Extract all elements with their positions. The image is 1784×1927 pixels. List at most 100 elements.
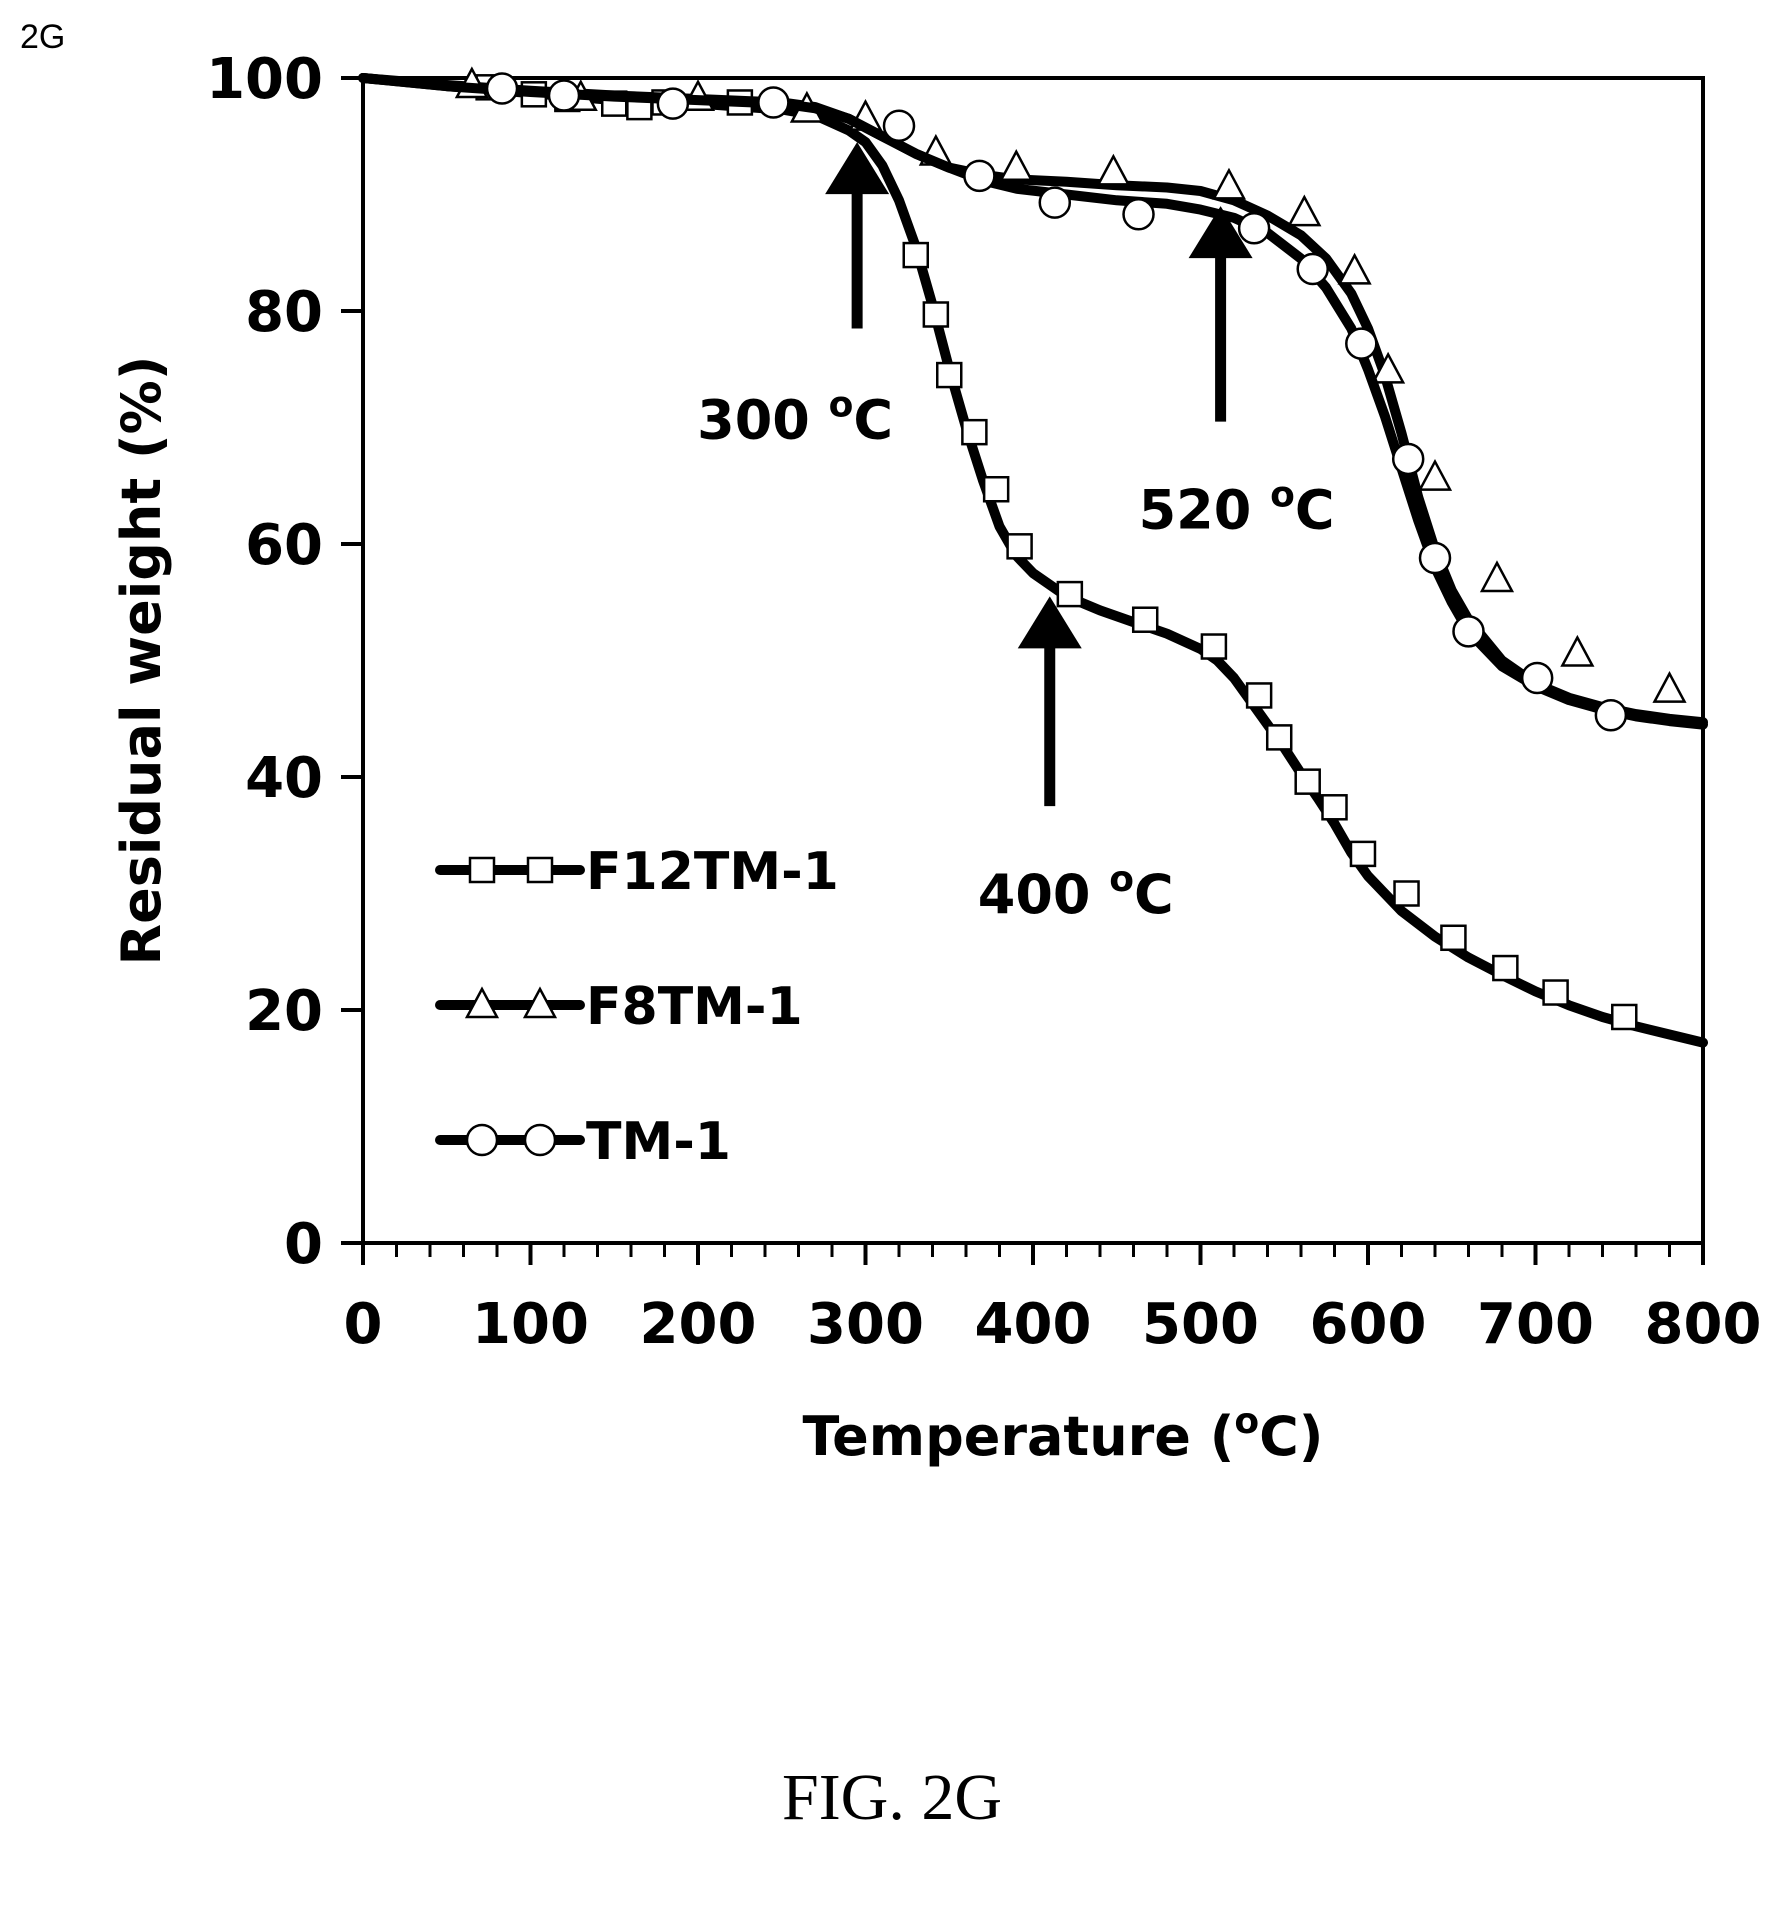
data-point-f12tm-1 <box>1245 682 1273 709</box>
annotation-sup: o <box>1109 859 1134 900</box>
y-tick-label: 80 <box>245 280 323 345</box>
y-tick-label: 20 <box>245 979 323 1044</box>
data-point-f8tm-1 <box>1417 458 1453 491</box>
data-point-tm-1 <box>485 72 519 105</box>
data-point-tm-1 <box>1038 186 1072 219</box>
data-point-f12tm-1 <box>1056 580 1084 608</box>
annotation-arrow-1: 520 oC <box>1139 206 1335 542</box>
arrow-head <box>1188 206 1253 259</box>
y-tick-label: 100 <box>206 47 323 112</box>
series-group <box>358 66 1708 1048</box>
data-point-f12tm-1 <box>1265 724 1293 751</box>
data-point-f12tm-1 <box>1440 924 1467 952</box>
legend-entry-tm-1: TM-1 <box>435 1112 731 1172</box>
data-point-tm-1 <box>757 86 790 119</box>
x-tick-label: 200 <box>640 1292 757 1357</box>
figure-caption: FIG. 2G <box>781 1761 1002 1834</box>
legend-marker <box>468 856 496 884</box>
data-point-tm-1 <box>656 87 690 120</box>
legend-entry-f12tm-1: F12TM-1 <box>435 842 839 902</box>
data-point-f12tm-1 <box>961 418 988 446</box>
data-point-f12tm-1 <box>1393 880 1420 907</box>
data-point-tm-1 <box>882 109 916 143</box>
data-point-f12tm-1 <box>982 475 1010 503</box>
data-point-tm-1 <box>1122 198 1155 231</box>
annotation-arrow-2: 400 oC <box>978 596 1174 926</box>
data-point-f12tm-1 <box>1294 768 1321 795</box>
data-point-f8tm-1 <box>1337 252 1372 285</box>
ticks: 0 100 200 300 400 500 600 700 800 0 20 40 60 80 100 <box>206 47 1761 1357</box>
data-point-f12tm-1 <box>1349 840 1377 868</box>
annotation-unit: C <box>853 388 893 451</box>
data-point-f12tm-1 <box>1131 606 1159 633</box>
data-point-tm-1 <box>1594 699 1628 732</box>
legend-label: F12TM-1 <box>586 842 839 902</box>
annotation-unit: C <box>1295 479 1335 542</box>
legend-marker <box>522 986 558 1019</box>
legend-label: F8TM-1 <box>586 977 803 1037</box>
legend-marker <box>465 1123 499 1157</box>
annotation-arrow-0: 300 oC <box>697 142 893 451</box>
x-tick-label: 300 <box>807 1292 924 1357</box>
legend: F12TM-1 F8TM-1 TM-1 <box>435 842 839 1172</box>
data-point-f12tm-1 <box>1200 633 1228 660</box>
y-tick-label: 60 <box>245 513 323 578</box>
annotation-value: 520 <box>1139 479 1271 542</box>
data-point-tm-1 <box>547 79 581 112</box>
x-tick-label: 400 <box>975 1292 1092 1357</box>
x-tick-label: 800 <box>1645 1292 1762 1357</box>
data-point-tm-1 <box>963 159 996 193</box>
data-point-f8tm-1 <box>1479 560 1515 593</box>
legend-marker <box>523 1123 557 1157</box>
y-tick-label: 40 <box>245 746 323 811</box>
legend-marker <box>464 986 500 1019</box>
annotation-value: 400 <box>978 863 1110 926</box>
data-point-f12tm-1 <box>1492 954 1519 982</box>
x-axis-title-text: Temperature ( <box>803 1405 1235 1468</box>
data-point-f8tm-1 <box>999 149 1034 181</box>
x-axis-title-end: C) <box>1259 1405 1323 1468</box>
y-tick-label: 0 <box>284 1212 323 1277</box>
arrow-head <box>825 142 890 195</box>
x-tick-label: 700 <box>1477 1292 1594 1357</box>
y-axis-title: Residual weight (%) <box>110 356 173 966</box>
data-point-tm-1 <box>1296 252 1329 286</box>
data-point-f8tm-1 <box>1560 634 1595 667</box>
legend-label: TM-1 <box>586 1112 731 1172</box>
data-point-f12tm-1 <box>1611 1003 1638 1031</box>
data-point-tm-1 <box>1237 212 1271 245</box>
annotation-label: 520 oC <box>1139 475 1335 542</box>
data-point-f8tm-1 <box>1287 194 1322 227</box>
figure-corner-label: 2G <box>20 18 66 56</box>
data-point-tm-1 <box>1345 327 1378 360</box>
data-point-f8tm-1 <box>1096 153 1131 186</box>
x-tick-label: 600 <box>1310 1292 1427 1357</box>
x-tick-label: 500 <box>1142 1292 1259 1357</box>
arrow-head <box>1017 596 1082 649</box>
data-point-f8tm-1 <box>1211 167 1247 200</box>
data-point-f12tm-1 <box>936 361 963 389</box>
annotation-sup: o <box>829 384 854 425</box>
series-tm-1 <box>358 72 1708 732</box>
x-tick-label: 0 <box>344 1292 383 1357</box>
data-point-f12tm-1 <box>1542 979 1569 1006</box>
legend-entry-f8tm-1: F8TM-1 <box>435 977 803 1037</box>
x-tick-label: 100 <box>472 1292 589 1357</box>
data-point-tm-1 <box>1418 541 1452 575</box>
data-point-f8tm-1 <box>1371 351 1406 384</box>
data-point-f12tm-1 <box>1006 533 1033 560</box>
annotation-value: 300 <box>697 388 829 451</box>
data-point-tm-1 <box>1452 615 1485 648</box>
data-point-tm-1 <box>1520 661 1554 695</box>
data-point-f8tm-1 <box>1652 670 1687 703</box>
data-point-f12tm-1 <box>922 301 950 328</box>
axis-titles: Temperature (oC)Residual weight (%) <box>110 356 1323 1468</box>
x-axis-title: Temperature (oC) <box>803 1401 1324 1468</box>
data-point-tm-1 <box>1391 442 1425 476</box>
annotation-label: 300 oC <box>697 384 893 451</box>
annotation-sup: o <box>1270 475 1295 516</box>
x-axis-title-sup: o <box>1234 1401 1259 1442</box>
legend-marker <box>526 856 554 884</box>
